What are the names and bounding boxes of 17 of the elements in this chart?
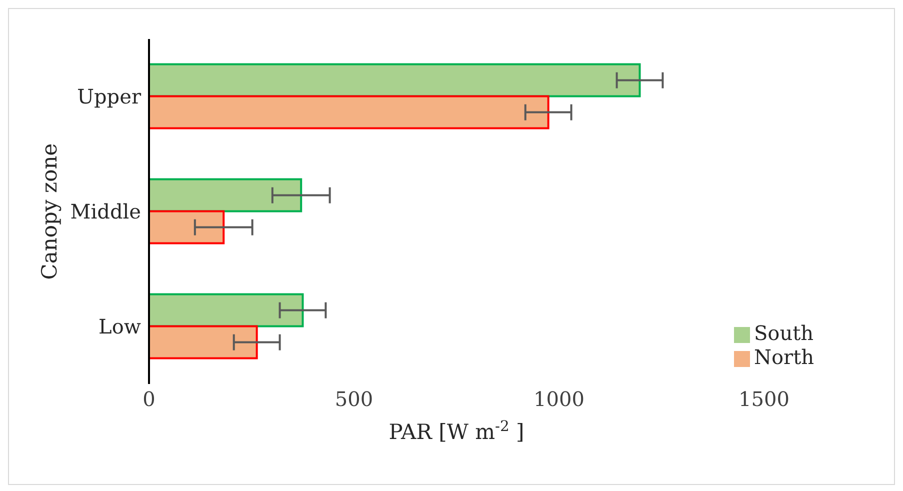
bar	[149, 63, 641, 98]
bar	[149, 293, 304, 328]
bar	[149, 210, 225, 244]
x-axis-title: PAR [W m$^{-2}$ ]	[388, 418, 524, 444]
bar	[149, 178, 302, 212]
x-tick-label: 500	[334, 387, 374, 412]
legend-label: South	[754, 321, 814, 345]
bar	[149, 325, 258, 360]
x-tick-label: 0	[142, 387, 156, 412]
legend-label: North	[754, 345, 814, 369]
x-tick-label: 1500	[738, 387, 790, 412]
y-axis-title: Canopy zone	[37, 143, 62, 280]
x-tick-label: 1000	[534, 387, 584, 412]
y-tick-label: Low	[98, 314, 141, 339]
bar	[149, 95, 550, 130]
y-tick-label: Upper	[77, 84, 142, 109]
y-tick-label: Middle	[70, 200, 141, 224]
